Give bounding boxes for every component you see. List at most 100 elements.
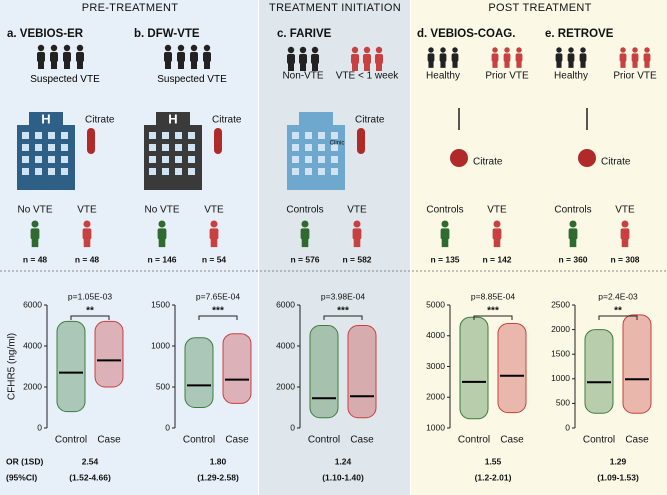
person-icon xyxy=(157,228,167,240)
window xyxy=(61,168,68,175)
person-icon xyxy=(300,63,306,71)
window xyxy=(318,156,325,163)
building xyxy=(29,112,63,128)
window xyxy=(318,132,325,139)
person-icon xyxy=(82,228,92,240)
y-tick-label: 1000 xyxy=(426,422,445,432)
window xyxy=(61,144,68,151)
person-icon xyxy=(440,47,446,53)
hospital-sign: H xyxy=(168,111,177,126)
tube xyxy=(450,149,468,167)
header: TREATMENT INITIATION xyxy=(269,2,401,14)
person-icon xyxy=(569,220,577,228)
person-icon xyxy=(191,61,197,69)
person-icon xyxy=(375,46,383,54)
window xyxy=(48,132,55,139)
person-icon xyxy=(632,47,638,53)
confidence-interval: (1.2-2.01) xyxy=(475,472,512,482)
group-label: VTE xyxy=(77,205,97,216)
window xyxy=(292,144,299,151)
odds-ratio: 1.29 xyxy=(610,456,627,466)
y-tick-label: 0 xyxy=(165,422,170,432)
window xyxy=(318,144,325,151)
n-label: n = 582 xyxy=(342,254,371,264)
y-tick-label: 4000 xyxy=(276,340,295,350)
person-icon xyxy=(50,52,58,62)
y-tick-label: 6000 xyxy=(23,299,42,309)
cohort-title: c. FARIVE xyxy=(277,28,332,40)
window xyxy=(305,132,312,139)
y-tick-label: 2000 xyxy=(551,324,570,334)
building xyxy=(299,112,333,128)
p-value: p=3.98E-04 xyxy=(321,291,365,301)
window xyxy=(162,168,169,175)
person-icon xyxy=(569,238,577,248)
person-icon xyxy=(165,61,171,69)
window xyxy=(331,156,338,163)
y-tick-label: 2000 xyxy=(426,392,445,402)
group-label: Controls xyxy=(286,205,323,216)
or-label: OR (1SD) xyxy=(6,456,43,466)
point-cloud xyxy=(184,337,214,408)
person-icon xyxy=(493,220,501,228)
population-label: Healthy xyxy=(554,71,588,82)
tube xyxy=(214,128,222,154)
person-icon xyxy=(504,47,510,53)
person-icon xyxy=(37,52,45,62)
n-label: n = 308 xyxy=(610,254,639,264)
person-icon xyxy=(644,47,650,53)
person-icon xyxy=(287,46,295,54)
person-icon xyxy=(210,238,218,248)
person-icon xyxy=(503,53,511,62)
window xyxy=(48,168,55,175)
x-tick-label: Control xyxy=(583,435,615,446)
group-label: VTE xyxy=(204,205,224,216)
person-icon xyxy=(76,52,84,62)
person-icon xyxy=(492,228,502,240)
window xyxy=(22,132,29,139)
person-icon xyxy=(631,53,639,62)
person-icon xyxy=(351,46,359,54)
point-cloud xyxy=(94,320,124,388)
person-icon xyxy=(288,63,294,71)
person-icon xyxy=(299,54,307,64)
confidence-interval: (1.52-4.66) xyxy=(69,472,111,482)
person-icon xyxy=(516,61,522,68)
person-icon xyxy=(491,53,499,62)
window xyxy=(61,132,68,139)
group-label: VTE xyxy=(347,205,367,216)
person-icon xyxy=(177,44,185,52)
n-label: n = 142 xyxy=(482,254,511,264)
window xyxy=(292,168,299,175)
window xyxy=(175,156,182,163)
person-icon xyxy=(452,61,458,68)
person-icon xyxy=(177,52,185,62)
cohort-title: e. RETROVE xyxy=(545,28,614,40)
person-icon xyxy=(311,54,319,64)
person-icon xyxy=(428,61,434,68)
y-tick-label: 0 xyxy=(290,422,295,432)
person-icon xyxy=(515,53,523,62)
window xyxy=(175,168,182,175)
sample-label: Citrate xyxy=(212,115,242,126)
significance: ** xyxy=(86,306,94,317)
window xyxy=(149,168,156,175)
significance: *** xyxy=(337,306,349,317)
y-tick-label: 500 xyxy=(556,398,570,408)
person-icon xyxy=(621,238,629,248)
window xyxy=(331,168,338,175)
window xyxy=(188,132,195,139)
p-value: p=7.65E-04 xyxy=(196,291,240,301)
person-icon xyxy=(287,54,295,64)
y-tick-label: 500 xyxy=(156,381,170,391)
y-tick-label: 2000 xyxy=(276,381,295,391)
sample-label: Citrate xyxy=(355,115,385,126)
window xyxy=(22,144,29,151)
person-icon xyxy=(556,47,562,53)
person-icon xyxy=(299,46,307,54)
window xyxy=(188,168,195,175)
sig-bracket xyxy=(323,315,363,320)
window xyxy=(188,156,195,163)
odds-ratio: 1.55 xyxy=(485,456,502,466)
person-icon xyxy=(376,63,382,71)
